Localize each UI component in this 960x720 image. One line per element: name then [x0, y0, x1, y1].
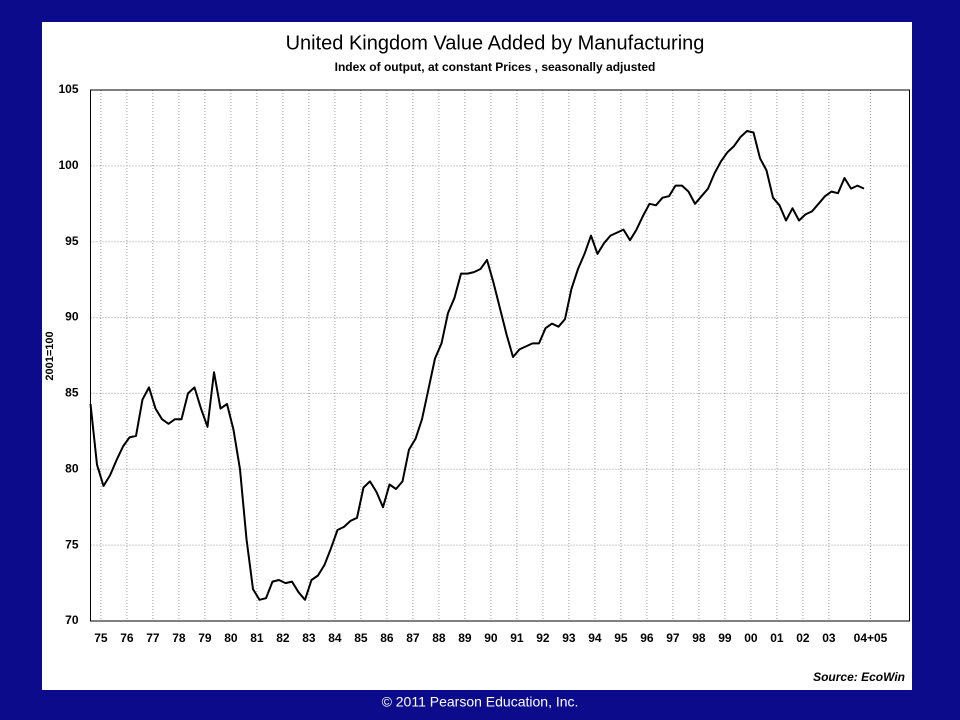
x-tick-label: 02 — [796, 631, 810, 645]
y-tick-label: 70 — [65, 613, 79, 627]
x-tick-label: 76 — [120, 631, 134, 645]
x-tick-label: 99 — [718, 631, 732, 645]
x-tick-label: 75 — [94, 631, 108, 645]
x-tick-label: 03 — [822, 631, 836, 645]
x-tick-label: 88 — [432, 631, 446, 645]
plot-frame — [90, 89, 910, 622]
x-tick-label: 93 — [562, 631, 576, 645]
x-tick-label: 87 — [406, 631, 420, 645]
data-line — [89, 130, 865, 601]
y-axis-label: 2001=100 — [44, 331, 56, 380]
x-tick-label: 97 — [666, 631, 680, 645]
y-tick-label: 80 — [65, 461, 79, 475]
x-tick-label: 85 — [354, 631, 368, 645]
x-tick-label: 82 — [276, 631, 290, 645]
x-tick-label: 01 — [770, 631, 784, 645]
x-tick-label: 86 — [380, 631, 394, 645]
y-tick-label: 90 — [65, 310, 79, 324]
source-note: Source: EcoWin — [813, 670, 905, 684]
chart-subtitle: Index of output, at constant Prices , se… — [335, 60, 656, 74]
x-tick-label: 90 — [484, 631, 498, 645]
footer: © 2011 Pearson Education, Inc. — [382, 694, 579, 710]
x-tick-label: 83 — [302, 631, 316, 645]
chart-panel — [42, 22, 912, 690]
x-tick-label: 04+05 — [854, 631, 888, 645]
y-tick-label: 85 — [65, 386, 79, 400]
x-tick-label: 00 — [744, 631, 758, 645]
x-tick-label: 80 — [224, 631, 238, 645]
x-tick-label: 89 — [458, 631, 472, 645]
y-tick-label: 95 — [65, 234, 79, 248]
x-tick-label: 98 — [692, 631, 706, 645]
chart-title: United Kingdom Value Added by Manufactur… — [286, 32, 705, 54]
x-tick-label: 94 — [588, 631, 602, 645]
x-tick-label: 77 — [146, 631, 160, 645]
y-tick-label: 75 — [65, 537, 79, 551]
x-tick-label: 95 — [614, 631, 628, 645]
x-tick-label: 96 — [640, 631, 654, 645]
y-tick-label: 105 — [58, 82, 78, 96]
x-tick-label: 92 — [536, 631, 550, 645]
x-tick-label: 91 — [510, 631, 524, 645]
x-tick-label: 81 — [250, 631, 264, 645]
x-tick-label: 79 — [198, 631, 212, 645]
y-tick-label: 100 — [58, 158, 78, 172]
x-tick-label: 78 — [172, 631, 186, 645]
x-tick-label: 84 — [328, 631, 342, 645]
